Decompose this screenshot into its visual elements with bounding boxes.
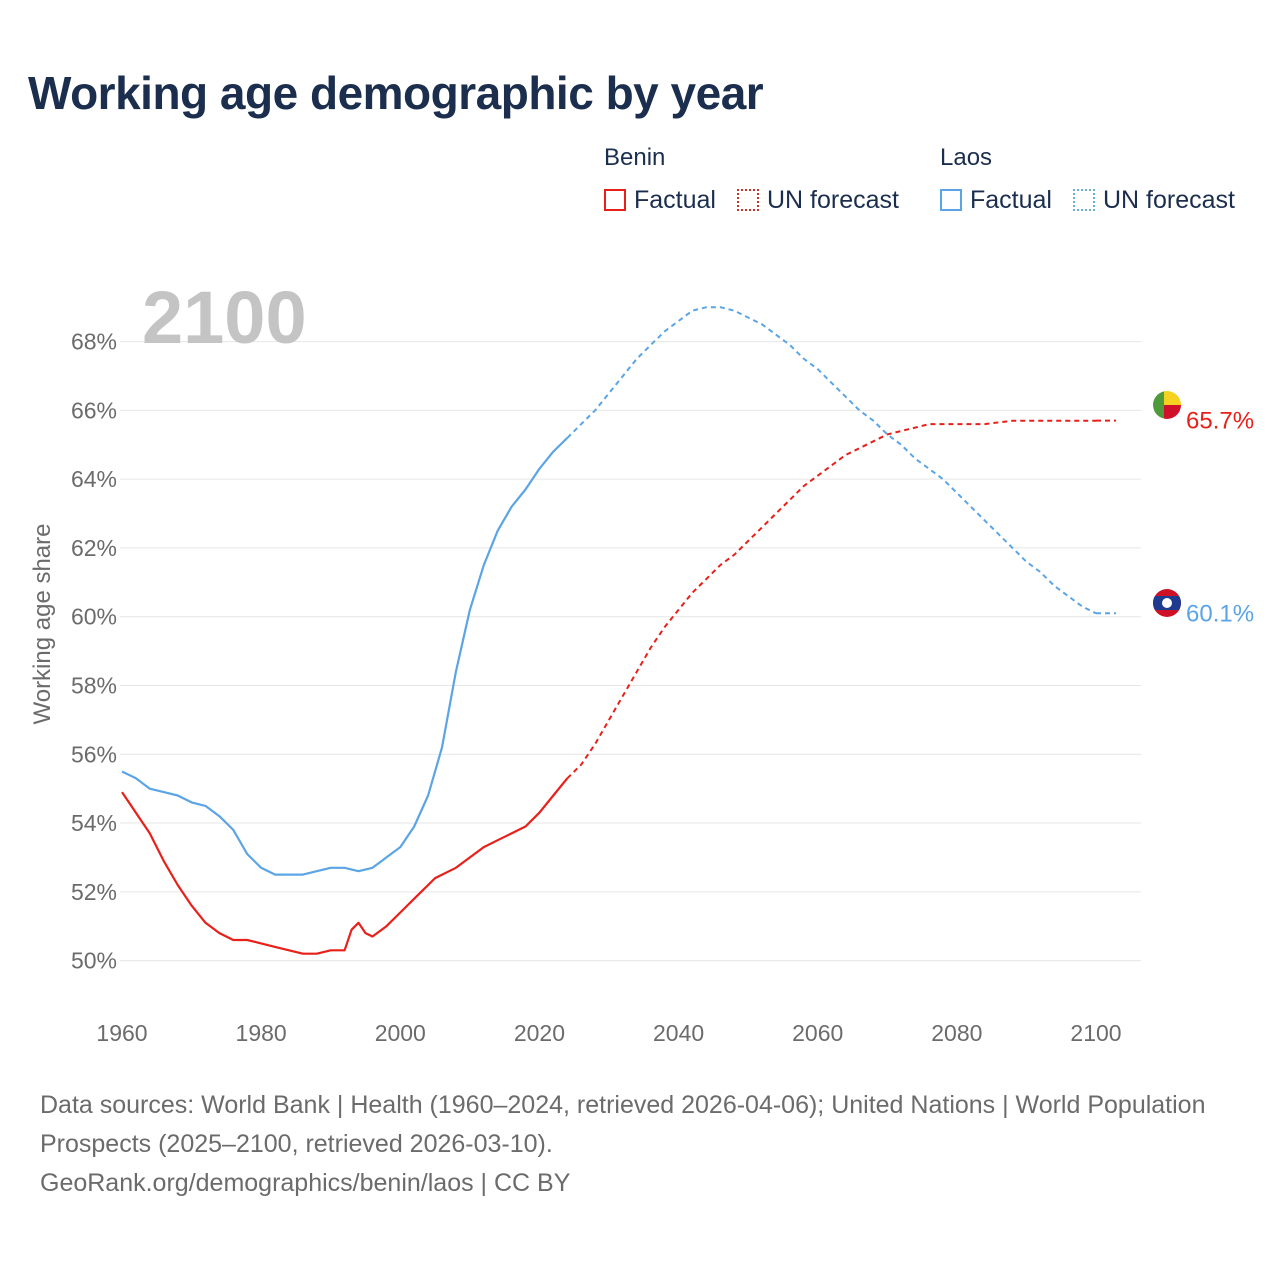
legend-laos-forecast[interactable]: UN forecast [1073, 184, 1235, 216]
legend-benin-title: Benin [604, 144, 666, 171]
y-tick-label: 52% [71, 879, 117, 905]
legend-benin-factual[interactable]: Factual [604, 184, 716, 216]
y-tick-label: 66% [71, 397, 117, 423]
y-tick-label: 54% [71, 810, 117, 836]
benin-forecast-swatch [737, 189, 759, 211]
x-tick-label: 1980 [236, 1020, 287, 1046]
x-tick-label: 2060 [792, 1020, 843, 1046]
y-tick-label: 68% [71, 329, 117, 355]
line-chart: 2100 50% 52% 54% 56% 58% 60% 62% 64% 66% 68% 1960… [29, 276, 1254, 1046]
legend-laos-title: Laos [940, 144, 993, 171]
benin-flag-icon [1153, 391, 1181, 419]
y-tick-label: 58% [71, 672, 117, 698]
y-tick-label: 60% [71, 604, 117, 630]
benin-end-label: 65.7% [1186, 408, 1254, 435]
legend-label: Factual [970, 185, 1052, 214]
y-axis-label: Working age share [29, 524, 56, 725]
y-tick-label: 50% [71, 948, 117, 974]
x-tick-label: 1960 [96, 1020, 147, 1046]
benin-forecast-line[interactable] [566, 419, 1096, 780]
y-tick-label: 56% [71, 741, 117, 767]
benin-factual-line[interactable] [121, 777, 569, 955]
x-tick-label: 2020 [514, 1020, 565, 1046]
x-tick-label: 2040 [653, 1020, 704, 1046]
year-display: 2100 [142, 276, 307, 359]
laos-forecast-swatch [1073, 189, 1095, 211]
laos-factual-swatch [940, 189, 962, 211]
laos-end-label: 60.1% [1186, 600, 1254, 627]
y-tick-label: 62% [71, 535, 117, 561]
benin-factual-swatch [604, 189, 626, 211]
data-sources: Data sources: World Bank | Health (1960–… [40, 1091, 1206, 1158]
legend-label: UN forecast [1103, 185, 1235, 214]
x-axis-ticks: 1960 1980 2000 2020 2040 2060 2080 2100 [96, 1020, 1121, 1046]
credit-link[interactable]: GeoRank.org/demographics/benin/laos | CC… [40, 1169, 571, 1197]
footer: Data sources: World Bank | Health (1960–… [40, 1086, 1240, 1203]
legend-benin-forecast[interactable]: UN forecast [737, 184, 899, 216]
end-markers: 65.7% 60.1% [1096, 408, 1254, 627]
legend-laos-factual[interactable]: Factual [940, 184, 1052, 216]
x-tick-label: 2080 [931, 1020, 982, 1046]
y-axis-ticks: 50% 52% 54% 56% 58% 60% 62% 64% 66% 68% [71, 329, 117, 974]
series-lines [121, 306, 1097, 955]
gridlines [120, 341, 1141, 962]
legend-label: UN forecast [767, 185, 899, 214]
chart-title: Working age demographic by year [28, 67, 764, 119]
x-tick-label: 2000 [375, 1020, 426, 1046]
laos-factual-line[interactable] [121, 437, 569, 876]
legend-label: Factual [634, 185, 716, 214]
y-tick-label: 64% [71, 466, 117, 492]
laos-forecast-line[interactable] [566, 306, 1097, 615]
laos-flag-icon [1153, 589, 1181, 617]
x-tick-label: 2100 [1070, 1020, 1121, 1046]
